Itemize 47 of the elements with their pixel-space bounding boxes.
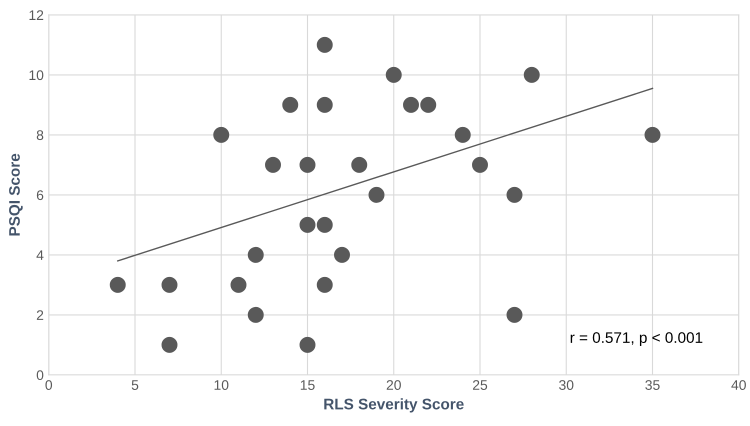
- point: [454, 126, 471, 143]
- x-axis-title: RLS Severity Score: [324, 398, 464, 412]
- point: [213, 126, 230, 143]
- y-tick-label: 2: [36, 310, 44, 320]
- x-tick-label: 30: [559, 380, 574, 390]
- x-tick-label: 15: [300, 380, 315, 390]
- point: [506, 186, 522, 203]
- y-tick-label: 6: [36, 190, 44, 200]
- point: [300, 336, 316, 353]
- x-tick-label: 25: [472, 380, 488, 390]
- point: [316, 36, 333, 53]
- y-tick-label: 4: [36, 250, 44, 260]
- x-tick-label: 40: [731, 380, 746, 390]
- point: [282, 96, 298, 113]
- point: [162, 276, 178, 293]
- point: [110, 276, 126, 293]
- point: [524, 66, 540, 83]
- point: [316, 96, 333, 113]
- point: [386, 66, 402, 83]
- point: [334, 246, 350, 263]
- y-tick-label: 0: [36, 370, 44, 380]
- point: [420, 96, 436, 113]
- point: [644, 126, 660, 143]
- y-tick-label: 10: [30, 70, 44, 80]
- point: [300, 216, 316, 233]
- point: [506, 306, 522, 323]
- point: [300, 156, 316, 173]
- x-tick-label: 20: [386, 380, 401, 390]
- annotation: r = 0.571, p < 0.001: [570, 332, 702, 346]
- point: [248, 246, 264, 263]
- point: [403, 96, 419, 113]
- point: [316, 216, 333, 233]
- point: [265, 156, 281, 173]
- point: [472, 156, 488, 173]
- y-tick-label: 8: [36, 130, 44, 140]
- x-tick-label: 5: [132, 380, 138, 390]
- x-tick-label: 10: [214, 380, 228, 390]
- x-tick-label: 0: [45, 380, 52, 390]
- point: [368, 186, 384, 203]
- y-tick-label: 12: [30, 10, 44, 20]
- point: [248, 306, 264, 323]
- x-tick-label: 35: [645, 380, 660, 390]
- point: [230, 276, 246, 293]
- y-axis-title: PSQI Score: [9, 154, 23, 236]
- point: [316, 276, 333, 293]
- point: [162, 336, 178, 353]
- point: [351, 156, 368, 173]
